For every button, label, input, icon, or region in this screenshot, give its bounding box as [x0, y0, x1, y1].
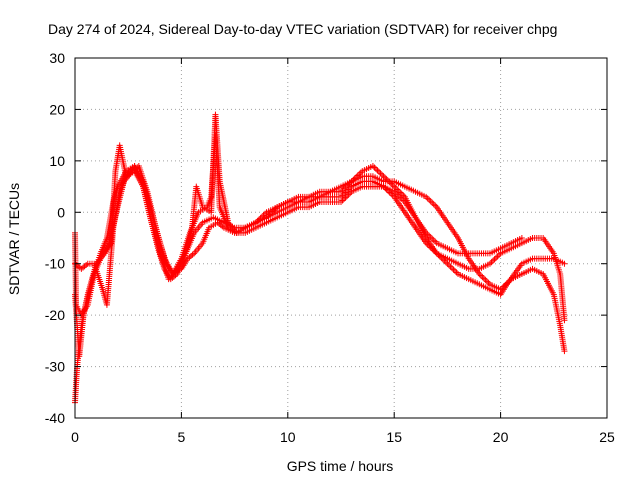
- x-tick-label: 15: [386, 429, 402, 445]
- data-point: [430, 201, 437, 208]
- data-point: [339, 197, 346, 204]
- series-track-b: [72, 163, 568, 324]
- axis-layer: 0 5 10 15 20 25 -40 -30 -20 -10 0 10 20 30: [45, 50, 615, 445]
- data-point: [442, 259, 449, 266]
- data-point: [382, 174, 389, 181]
- data-point: [427, 198, 434, 205]
- y-tick-label: -20: [45, 307, 65, 323]
- x-tick-label: 10: [280, 429, 296, 445]
- chart-title: Day 274 of 2024, Sidereal Day-to-day VTE…: [48, 21, 557, 37]
- data-point: [483, 278, 490, 285]
- y-tick-label: 20: [49, 101, 65, 117]
- data-point: [379, 171, 386, 178]
- data-point: [561, 260, 568, 267]
- y-tick-label: 0: [57, 204, 65, 220]
- data-point: [371, 164, 378, 171]
- y-tick-label: 30: [49, 50, 65, 66]
- data-point: [490, 257, 496, 264]
- data-point: [479, 273, 486, 280]
- data-point: [482, 276, 489, 283]
- data-point: [491, 256, 498, 263]
- y-tick-label: 10: [49, 153, 65, 169]
- data-point: [448, 265, 455, 272]
- data-point: [493, 254, 500, 261]
- data-point: [389, 182, 396, 189]
- data-point: [429, 199, 436, 206]
- x-tick-label: 5: [178, 429, 186, 445]
- series-track-a: [72, 163, 525, 319]
- data-point: [430, 237, 437, 244]
- x-tick-label: 20: [493, 429, 509, 445]
- data-point: [374, 167, 381, 174]
- data-point: [426, 196, 433, 203]
- data-point: [372, 165, 379, 172]
- data-point: [561, 317, 568, 324]
- data-point: [447, 263, 454, 270]
- data-layer: [72, 111, 568, 406]
- data-point: [480, 275, 487, 282]
- y-tick-label: -10: [45, 256, 65, 272]
- data-point: [494, 253, 501, 260]
- x-tick-label: 0: [71, 429, 79, 445]
- y-tick-label: -30: [45, 359, 65, 375]
- data-point: [445, 262, 452, 269]
- y-axis-title: SDTVAR / TECUs: [6, 183, 22, 295]
- data-point: [376, 168, 382, 175]
- x-axis-title: GPS time / hours: [287, 458, 394, 474]
- data-point: [561, 348, 568, 355]
- series-track-c: [72, 132, 568, 360]
- plot-frame: [74, 57, 608, 419]
- x-tick-label: 25: [599, 429, 615, 445]
- data-point: [477, 272, 484, 279]
- data-point: [432, 202, 439, 209]
- data-point: [392, 185, 399, 192]
- data-point: [450, 266, 457, 273]
- y-tick-label: -40: [45, 410, 65, 426]
- data-point: [377, 170, 384, 177]
- data-point: [518, 235, 525, 241]
- data-point: [452, 268, 458, 275]
